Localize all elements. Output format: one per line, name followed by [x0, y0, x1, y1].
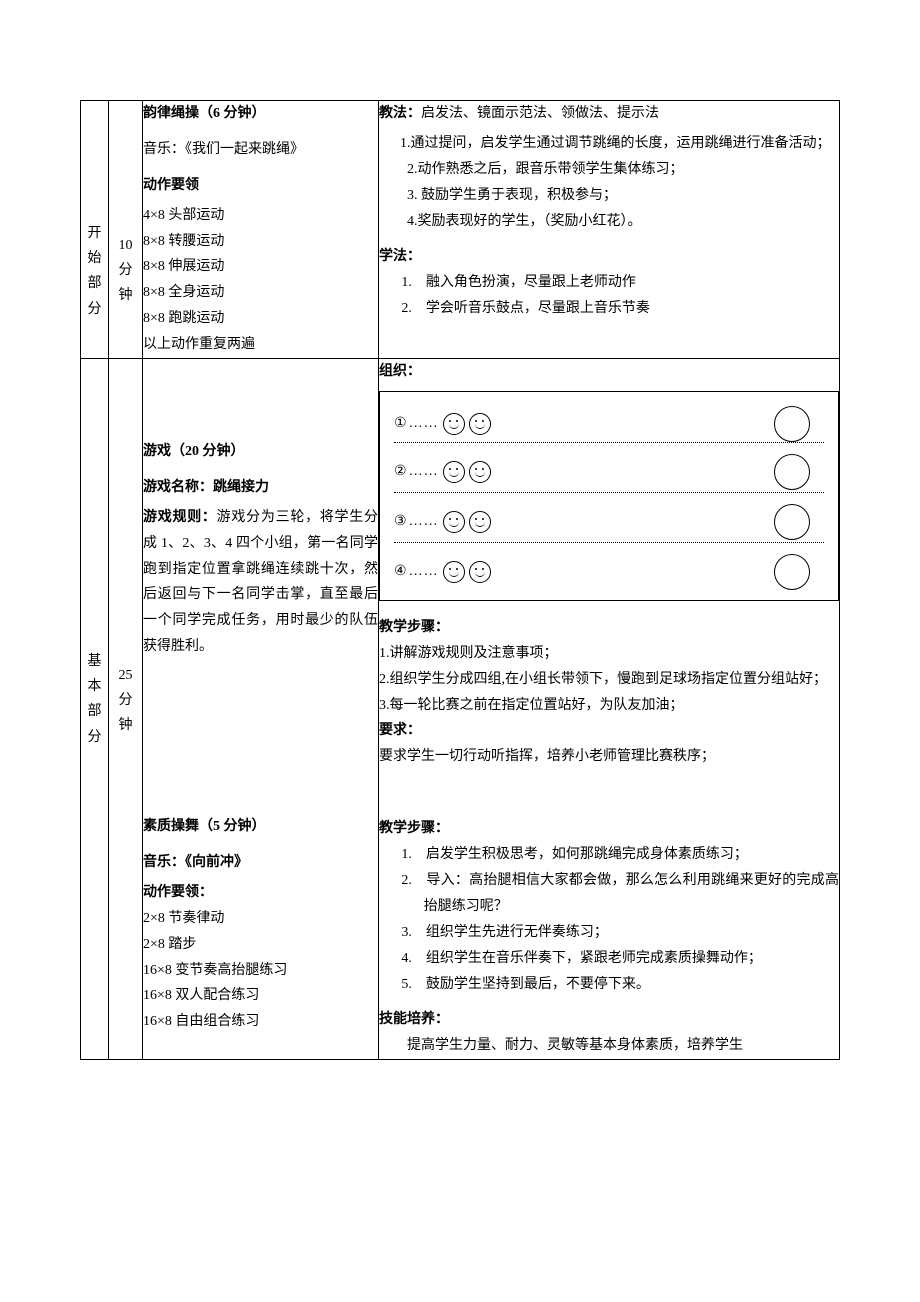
- diagram-divider: [394, 442, 824, 443]
- section-label-cell: 开 始 部 分: [81, 101, 109, 359]
- move-line: 4×8 头部运动: [143, 203, 378, 229]
- face-icon: [469, 511, 491, 533]
- music-label: 音乐：: [143, 855, 185, 870]
- yaoling-label: 动作要领：: [143, 880, 378, 906]
- jiaofa-item: 4.奖励表现好的学生，（奖励小红花）。: [379, 209, 839, 235]
- label-char: 基: [83, 649, 106, 674]
- label-char: 开: [83, 221, 106, 246]
- xuefa-item: 2. 学会听音乐鼓点，尽量跟上音乐节奏: [379, 296, 839, 322]
- jineng-text: 提高学生力量、耐力、灵敏等基本身体素质，培养学生: [379, 1033, 839, 1059]
- label-char: 部: [83, 699, 106, 724]
- target-circle-icon: [774, 504, 810, 540]
- steps2-label: 教学步骤：: [379, 816, 839, 842]
- move-line: 8×8 跑跳运动: [143, 306, 378, 332]
- move-line: 2×8 踏步: [143, 932, 378, 958]
- target-circle-icon: [774, 554, 810, 590]
- game-name-value: 跳绳接力: [213, 480, 269, 495]
- time-cell: 25 分 钟: [109, 359, 143, 1060]
- move-line: 8×8 全身运动: [143, 280, 378, 306]
- diagram-row-label: ①: [394, 411, 407, 437]
- game-title: 游戏（20 分钟）: [143, 439, 378, 465]
- jiaofa-label: 教法：: [379, 106, 421, 121]
- music-label: 音乐：: [143, 142, 185, 157]
- move-line: 16×8 双人配合练习: [143, 983, 378, 1009]
- time-cell: 10 分 钟: [109, 101, 143, 359]
- diagram-dots: ……: [409, 411, 439, 437]
- rule-label: 游戏规则：: [143, 510, 217, 525]
- steps-label: 教学步骤：: [379, 615, 839, 641]
- game-name-label: 游戏名称：: [143, 480, 213, 495]
- music-name: 《向前冲》: [185, 855, 248, 870]
- yaoqiu-text: 要求学生一切行动听指挥，培养小老师管理比赛秩序；: [379, 744, 839, 770]
- step2-item: 1. 启发学生积极思考，如何那跳绳完成身体素质练习；: [379, 842, 839, 868]
- yaoling-label: 动作要领: [143, 173, 378, 199]
- time-char: 钟: [111, 283, 140, 308]
- suzhi-title: 素质操舞（5 分钟）: [143, 814, 378, 840]
- step2-item: 4. 组织学生在音乐伴奏下，紧跟老师完成素质操舞动作；: [379, 946, 839, 972]
- diagram-divider: [394, 492, 824, 493]
- time-char: 分: [111, 258, 140, 283]
- jiaofa-item: 2.动作熟悉之后，跟音乐带领学生集体练习；: [379, 157, 839, 183]
- move-line: 8×8 转腰运动: [143, 229, 378, 255]
- jiaofa-item: 3. 鼓励学生勇于表现，积极参与；: [379, 183, 839, 209]
- method-cell: 教法：启发法、镜面示范法、领做法、提示法 1.通过提问，启发学生通过调节跳绳的长…: [379, 101, 840, 359]
- move-line: 16×8 变节奏高抬腿练习: [143, 958, 378, 984]
- step-item: 2.组织学生分成四组,在小组长带领下，慢跑到足球场指定位置分组站好；: [379, 667, 839, 693]
- table-row: 基 本 部 分 25 分 钟 游戏（20 分钟） 游戏名称：跳绳接力 游戏规则：…: [81, 359, 840, 1060]
- move-line: 8×8 伸展运动: [143, 254, 378, 280]
- time-char: 钟: [111, 713, 140, 738]
- target-circle-icon: [774, 454, 810, 490]
- zuzhi-label: 组织：: [379, 359, 839, 385]
- step2-item: 2. 导入：高抬腿相信大家都会做，那么怎么利用跳绳来更好的完成高抬腿练习呢？: [379, 868, 839, 920]
- label-char: 始: [83, 246, 106, 271]
- music-name: 《我们一起来跳绳》: [185, 142, 304, 157]
- rule-text: 游戏分为三轮，将学生分成 1、2、3、4 四个小组，第一名同学跑到指定位置拿跳绳…: [143, 510, 378, 654]
- label-char: 分: [83, 297, 106, 322]
- lesson-plan-table: 开 始 部 分 10 分 钟 韵律绳操（6 分钟） 音乐：《我们一起来跳绳》 动…: [80, 100, 840, 1060]
- step-item: 1.讲解游戏规则及注意事项；: [379, 641, 839, 667]
- jiaofa-line: 启发法、镜面示范法、领做法、提示法: [421, 106, 659, 121]
- face-icon: [443, 511, 465, 533]
- diagram-dots: ……: [409, 559, 439, 585]
- label-char: 本: [83, 674, 106, 699]
- table-row: 开 始 部 分 10 分 钟 韵律绳操（6 分钟） 音乐：《我们一起来跳绳》 动…: [81, 101, 840, 359]
- xuefa-item: 1. 融入角色扮演，尽量跟上老师动作: [379, 270, 839, 296]
- move-line: 16×8 自由组合练习: [143, 1009, 378, 1035]
- content-cell: 韵律绳操（6 分钟） 音乐：《我们一起来跳绳》 动作要领 4×8 头部运动 8×…: [143, 101, 379, 359]
- jineng-label: 技能培养：: [379, 1007, 839, 1033]
- step2-item: 3. 组织学生先进行无伴奏练习；: [379, 920, 839, 946]
- content-title: 韵律绳操（6 分钟）: [143, 101, 378, 127]
- label-char: 分: [83, 725, 106, 750]
- method-cell: 组织： ①…… ②…… ③……: [379, 359, 840, 1060]
- step-item: 3.每一轮比赛之前在指定位置站好，为队友加油；: [379, 693, 839, 719]
- diagram-row-label: ②: [394, 459, 407, 485]
- move-line: 以上动作重复两遍: [143, 332, 378, 358]
- xuefa-label: 学法：: [379, 244, 839, 270]
- label-char: 部: [83, 271, 106, 296]
- time-char: 25: [111, 663, 140, 688]
- step2-item: 5. 鼓励学生坚持到最后，不要停下来。: [379, 972, 839, 998]
- face-icon: [469, 561, 491, 583]
- diagram-dots: ……: [409, 459, 439, 485]
- diagram-dots: ……: [409, 509, 439, 535]
- diagram-divider: [394, 542, 824, 543]
- target-circle-icon: [774, 406, 810, 442]
- content-cell: 游戏（20 分钟） 游戏名称：跳绳接力 游戏规则：游戏分为三轮，将学生分成 1、…: [143, 359, 379, 1060]
- face-icon: [469, 461, 491, 483]
- face-icon: [443, 413, 465, 435]
- move-line: 2×8 节奏律动: [143, 906, 378, 932]
- jiaofa-item: 1.通过提问，启发学生通过调节跳绳的长度，运用跳绳进行准备活动；: [379, 131, 839, 157]
- time-char: 分: [111, 688, 140, 713]
- section-label-cell: 基 本 部 分: [81, 359, 109, 1060]
- yaoqiu-label: 要求：: [379, 718, 839, 744]
- face-icon: [443, 561, 465, 583]
- face-icon: [469, 413, 491, 435]
- face-icon: [443, 461, 465, 483]
- formation-diagram: ①…… ②…… ③……: [379, 391, 839, 601]
- diagram-row-label: ④: [394, 559, 407, 585]
- time-char: 10: [111, 233, 140, 258]
- diagram-row-label: ③: [394, 509, 407, 535]
